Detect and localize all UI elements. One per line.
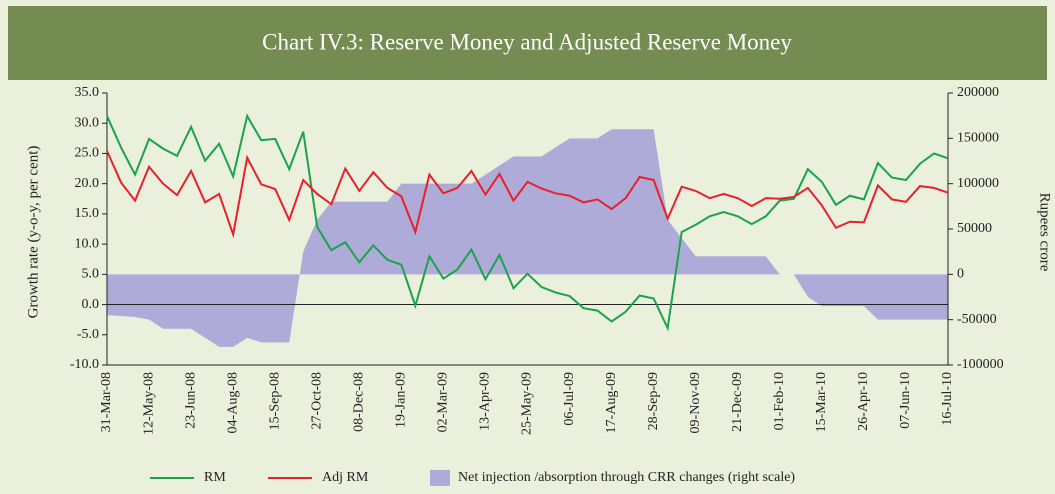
- x-tick-label: 07-Jun-10: [898, 372, 913, 429]
- y-tick-label: 35.0: [75, 85, 100, 100]
- x-tick-label: 08-Dec-08: [352, 372, 367, 432]
- x-tick-label: 12-May-08: [141, 372, 156, 435]
- y-tick-label: 15.0: [75, 206, 100, 221]
- y-tick-label: 0.0: [82, 297, 100, 312]
- y-tick-label: -5.0: [77, 327, 99, 342]
- legend-label: Adj RM: [322, 470, 369, 485]
- x-tick-label: 19-Jan-09: [394, 372, 409, 428]
- y2-tick-label: 150000: [957, 131, 999, 146]
- y-tick-label: 20.0: [75, 176, 100, 191]
- x-tick-label: 21-Dec-09: [730, 372, 745, 432]
- x-tick-label: 09-Nov-09: [688, 372, 703, 433]
- y2-tick-label: -100000: [957, 357, 1004, 372]
- x-tick-label: 04-Aug-08: [225, 372, 240, 433]
- title-bar: [8, 6, 1047, 80]
- line: [106, 150, 949, 239]
- y2-tick-label: 100000: [957, 176, 999, 191]
- y2-tick-label: -50000: [957, 312, 997, 327]
- y2-tick-label: 50000: [957, 221, 992, 236]
- y-tick-label: 30.0: [75, 115, 100, 130]
- y-tick-label: 10.0: [75, 236, 100, 251]
- x-tick-label: 25-May-09: [520, 372, 535, 435]
- y-tick-label: 5.0: [82, 267, 100, 282]
- x-tick-label: 23-Jun-08: [183, 372, 198, 429]
- x-tick-label: 28-Sep-09: [646, 372, 661, 430]
- x-tick-label: 27-Oct-08: [309, 372, 324, 430]
- y2-axis-title: Rupees crore: [1037, 193, 1053, 272]
- x-tick-label: 06-Jul-09: [562, 372, 577, 426]
- x-tick-label: 16-Jul-10: [940, 372, 955, 426]
- y2-tick-label: 0: [957, 267, 964, 282]
- area: [107, 129, 948, 347]
- legend-swatch: [430, 470, 450, 486]
- line: [106, 113, 949, 332]
- x-tick-label: 31-Mar-08: [99, 372, 114, 432]
- x-tick-label: 26-Apr-10: [856, 372, 871, 431]
- x-tick-label: 15-Sep-08: [267, 372, 282, 430]
- y2-tick-label: 200000: [957, 85, 999, 100]
- legend-label: RM: [204, 470, 226, 485]
- y-tick-label: -10.0: [70, 357, 99, 372]
- y-tick-label: 25.0: [75, 146, 100, 161]
- chart-title: Chart IV.3: Reserve Money and Adjusted R…: [262, 29, 792, 54]
- legend-label: Net injection /absorption through CRR ch…: [458, 470, 795, 485]
- y-axis-title: Growth rate (y-o-y, per cent): [25, 146, 41, 319]
- x-tick-label: 02-Mar-09: [436, 372, 451, 432]
- x-tick-label: 15-Mar-10: [814, 372, 829, 432]
- x-tick-label: 13-Apr-09: [478, 372, 493, 431]
- x-tick-label: 17-Aug-09: [604, 372, 619, 433]
- x-tick-label: 01-Feb-10: [772, 372, 787, 430]
